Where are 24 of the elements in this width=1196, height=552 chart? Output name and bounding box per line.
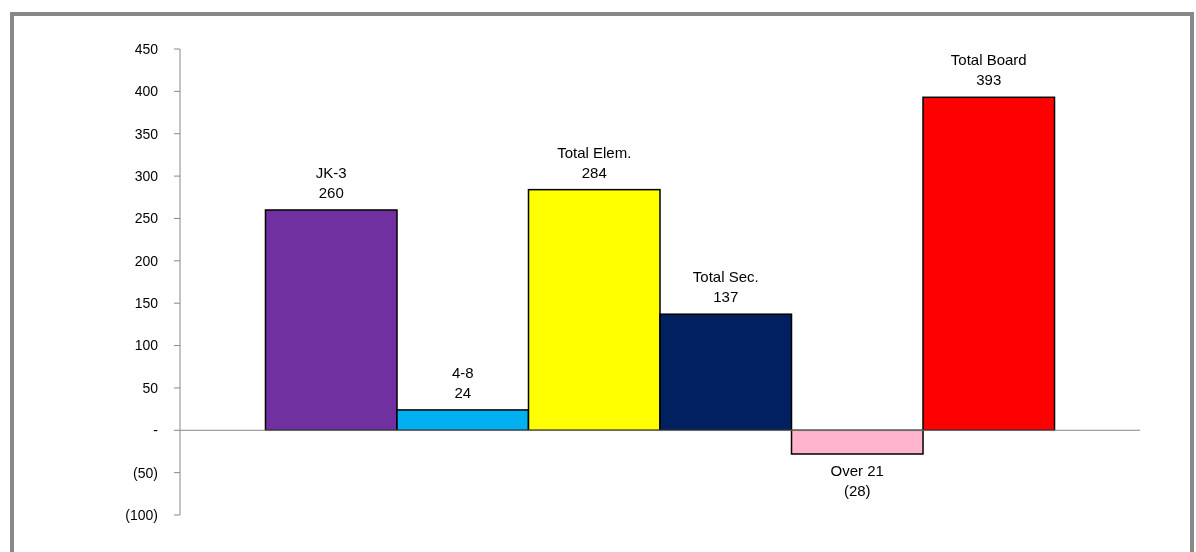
y-tick-label: 100 bbox=[134, 337, 159, 354]
annotation: Over 21 bbox=[830, 462, 884, 479]
annotation: JK-3 bbox=[315, 163, 347, 181]
y-tick-label: - bbox=[153, 422, 159, 439]
data-label: 260 bbox=[318, 183, 344, 201]
annotation: 4-8 bbox=[451, 363, 474, 381]
data-label: (28) bbox=[843, 482, 871, 499]
y-tick-label: (100) bbox=[125, 506, 158, 523]
y-tick-label: 300 bbox=[134, 167, 159, 184]
data-label: 393 bbox=[976, 71, 1002, 89]
y-tick-label: 450 bbox=[134, 40, 159, 57]
y-tick-label: 250 bbox=[134, 210, 159, 227]
annotation: Total Board bbox=[950, 51, 1027, 69]
y-tick-label: 50 bbox=[142, 379, 159, 396]
y-tick-label: (50) bbox=[133, 464, 158, 481]
data-label: 24 bbox=[454, 383, 472, 401]
y-tick-label: 350 bbox=[134, 125, 159, 142]
data-label: 137 bbox=[713, 288, 739, 306]
y-tick-label: 200 bbox=[134, 252, 159, 269]
y-tick-label: 150 bbox=[134, 295, 159, 312]
annotation: Total Elem. bbox=[557, 143, 632, 161]
data-label: 284 bbox=[581, 163, 607, 181]
y-tick-label: 400 bbox=[134, 83, 159, 100]
annotation: Total Sec. bbox=[692, 268, 759, 286]
